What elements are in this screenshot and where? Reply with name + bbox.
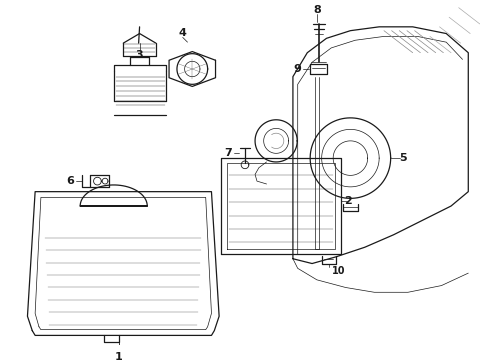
Text: 3: 3 [136, 50, 144, 60]
Text: 1: 1 [115, 352, 122, 360]
Text: 2: 2 [344, 196, 352, 206]
Text: 6: 6 [67, 176, 74, 186]
Text: 4: 4 [179, 28, 187, 37]
Text: 10: 10 [332, 266, 345, 276]
Text: 7: 7 [224, 148, 232, 158]
Text: 8: 8 [313, 5, 321, 15]
Text: 9: 9 [294, 64, 302, 74]
Text: 5: 5 [399, 153, 407, 163]
